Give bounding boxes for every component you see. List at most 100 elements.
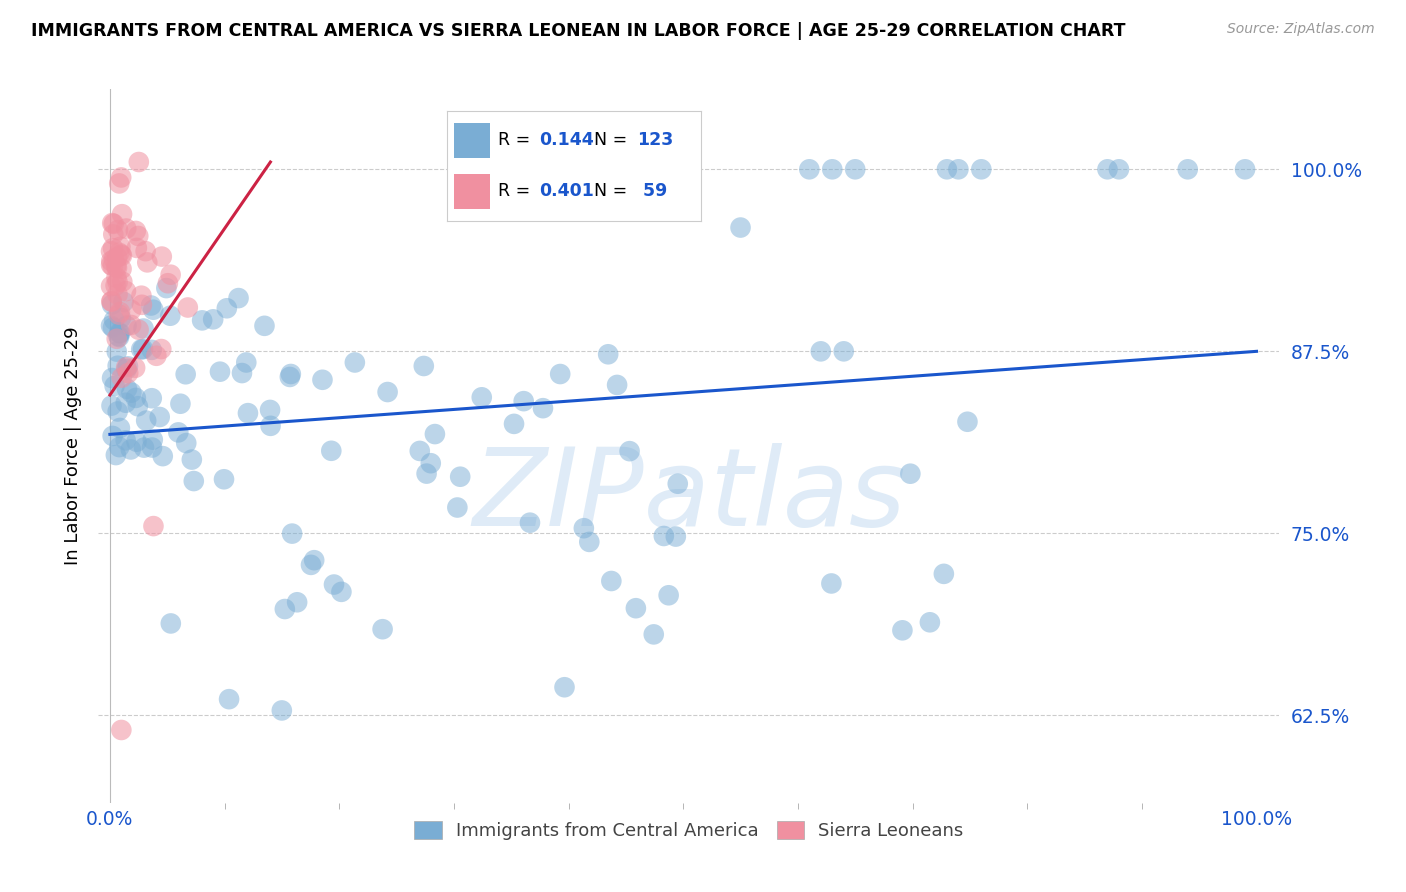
Point [821,162,844,177]
Point [519,516,541,530]
Point [343,355,366,369]
Point [125,224,148,238]
Point [142,519,165,533]
Point [132,441,155,455]
Point [100,294,122,309]
Point [111,207,134,221]
Point [107,287,129,301]
Point [100,279,122,293]
Point [285,595,308,609]
Point [970,162,993,177]
Point [101,260,124,274]
Point [136,255,159,269]
Point [280,367,302,381]
Point [228,291,250,305]
Point [554,680,576,694]
Point [208,365,231,379]
Text: ZIPatlas: ZIPatlas [472,443,905,549]
Point [101,216,124,230]
Point [1234,162,1257,177]
Point [120,302,142,317]
Point [218,692,240,706]
Point [120,442,142,457]
Point [128,155,150,169]
Point [311,373,333,387]
Point [658,588,681,602]
Point [948,162,970,177]
Point [606,378,628,392]
Point [215,301,238,316]
Point [108,326,131,340]
Point [101,320,124,334]
Point [956,415,979,429]
Point [129,343,152,357]
Point [169,397,191,411]
Point [145,349,167,363]
Point [548,367,571,381]
Point [115,318,138,333]
Point [1097,162,1119,177]
Point [110,247,132,261]
Point [104,379,127,393]
Point [135,414,157,428]
Point [107,329,129,343]
Point [131,289,153,303]
Point [104,448,127,462]
Point [110,170,132,185]
Point [100,254,122,268]
Y-axis label: In Labor Force | Age 25-29: In Labor Force | Age 25-29 [63,326,82,566]
Point [259,403,281,417]
Point [107,275,129,289]
Point [101,241,124,255]
Point [665,530,688,544]
Point [598,347,620,361]
Point [142,433,165,447]
Point [108,305,131,319]
Point [111,370,134,384]
Point [128,323,150,337]
Point [101,371,124,385]
Point [918,615,941,630]
Point [103,217,125,231]
Point [142,302,165,317]
Point [183,474,205,488]
Point [108,308,131,322]
Point [105,260,128,274]
Point [115,221,138,235]
Point [236,406,259,420]
Point [935,162,957,177]
Point [799,162,821,177]
Point [820,576,842,591]
Point [810,344,832,359]
Point [299,558,322,572]
Point [730,220,752,235]
Point [1177,162,1199,177]
Point [281,526,304,541]
Point [409,444,432,458]
Point [108,330,131,344]
Point [270,703,292,717]
Point [177,301,200,315]
Point [100,258,122,272]
Point [124,360,146,375]
Point [131,298,153,312]
Point [152,449,174,463]
Point [156,276,179,290]
Point [115,362,138,376]
Point [107,404,129,418]
Point [104,278,127,293]
Point [652,529,675,543]
Point [412,359,434,373]
Point [449,469,471,483]
Point [117,359,139,374]
Point [531,401,554,416]
Point [512,394,534,409]
Point [844,162,866,177]
Point [135,244,157,259]
Point [101,297,124,311]
Point [159,616,181,631]
Point [150,250,173,264]
Point [578,535,600,549]
Point [371,622,394,636]
Point [110,261,132,276]
